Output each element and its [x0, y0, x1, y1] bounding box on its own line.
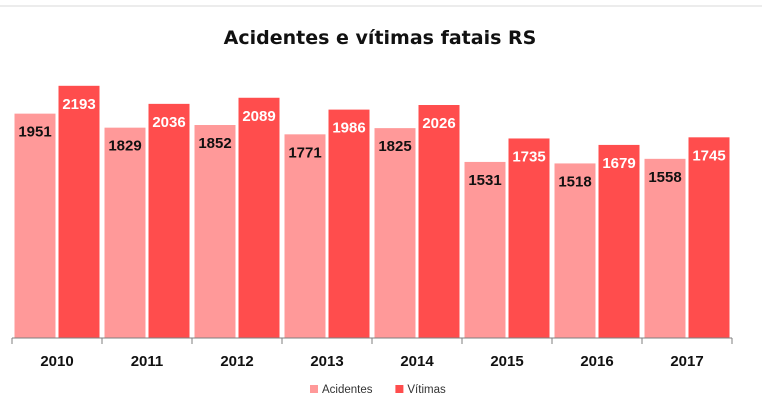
legend-label-vítimas: Vítimas	[407, 384, 446, 396]
x-tick-label-2016: 2016	[580, 353, 613, 370]
data-label-vítimas-2014: 2026	[422, 115, 455, 132]
data-label-acidentes-2010: 1951	[18, 124, 51, 141]
data-label-acidentes-2016: 1518	[558, 173, 591, 190]
data-label-vítimas-2013: 1986	[332, 120, 365, 137]
data-label-acidentes-2011: 1829	[108, 138, 141, 155]
data-label-acidentes-2015: 1531	[468, 172, 501, 189]
bar-acidentes-2016	[554, 163, 596, 338]
x-tick-label-2013: 2013	[310, 353, 343, 370]
data-label-vítimas-2015: 1735	[512, 148, 545, 165]
bar-acidentes-2015	[464, 161, 506, 338]
bar-vítimas-2012	[238, 97, 280, 338]
legend: Acidentes Vítimas	[310, 384, 446, 396]
bar-vítimas-2011	[148, 103, 190, 338]
x-tick-label-2017: 2017	[670, 353, 703, 370]
data-label-acidentes-2014: 1825	[378, 138, 411, 155]
bar-acidentes-2014	[374, 128, 416, 338]
bar-acidentes-2012	[194, 125, 236, 339]
data-label-vítimas-2016: 1679	[602, 155, 635, 172]
bar-vítimas-2015	[508, 138, 550, 338]
bar-acidentes-2011	[104, 127, 146, 338]
x-axis: 2010 2011 2012 2013 2014 2015 2016 2017	[11, 337, 733, 370]
data-labels: 1951 2193 1829 2036 1852 2089 1771 1986 1825 2026…	[18, 96, 725, 191]
data-label-vítimas-2012: 2089	[242, 108, 275, 125]
x-tick-label-2010: 2010	[40, 353, 73, 370]
bar-acidentes-2013	[284, 134, 326, 338]
chart-title: Acidentes e vítimas fatais RS	[224, 27, 537, 49]
data-label-vítimas-2010: 2193	[62, 96, 95, 113]
x-tick-label-2014: 2014	[400, 353, 434, 370]
bar-acidentes-2017	[644, 158, 686, 338]
bar-vítimas-2013	[328, 109, 370, 338]
bar-vítimas-2016	[598, 144, 640, 338]
data-label-vítimas-2011: 2036	[152, 114, 185, 131]
bar-vítimas-2010	[58, 85, 100, 339]
x-tick-label-2012: 2012	[220, 353, 253, 370]
bars	[14, 85, 730, 339]
data-label-acidentes-2012: 1852	[198, 135, 231, 152]
bar-acidentes-2010	[14, 113, 56, 338]
data-label-acidentes-2013: 1771	[288, 144, 321, 161]
data-label-vítimas-2017: 1745	[692, 147, 725, 164]
legend-swatch-vítimas	[395, 385, 404, 393]
legend-label-acidentes: Acidentes	[322, 384, 373, 396]
data-label-acidentes-2017: 1558	[648, 169, 681, 186]
x-tick-label-2011: 2011	[131, 353, 164, 370]
bar-vítimas-2017	[688, 137, 730, 338]
legend-swatch-acidentes	[310, 385, 318, 393]
bar-vítimas-2014	[418, 105, 460, 338]
x-tick-label-2015: 2015	[490, 353, 523, 370]
